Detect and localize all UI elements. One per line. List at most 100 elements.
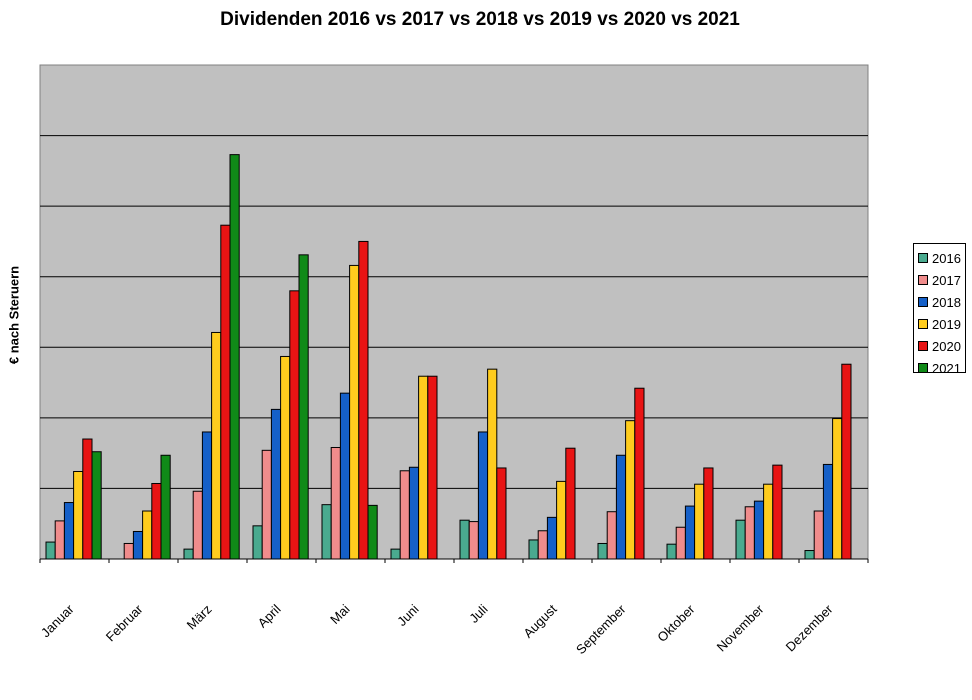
bar bbox=[477, 431, 489, 560]
x-tick-label: Mai bbox=[327, 601, 352, 626]
bar bbox=[321, 504, 332, 560]
legend-item: 2018 bbox=[918, 291, 965, 313]
legend-label: 2016 bbox=[932, 250, 961, 266]
x-tick-label: Februar bbox=[103, 601, 146, 644]
x-tick-label: Oktober bbox=[654, 601, 698, 645]
x-tick-labels: Januar Februar März April Mai Juni Juli August S… bbox=[38, 601, 836, 657]
bar bbox=[261, 449, 272, 560]
legend-label: 2019 bbox=[932, 316, 961, 332]
x-tick-label: April bbox=[255, 601, 284, 630]
bars bbox=[45, 154, 852, 560]
bar bbox=[229, 154, 240, 560]
bar bbox=[606, 511, 617, 560]
bar bbox=[418, 375, 429, 560]
bar bbox=[211, 331, 222, 560]
x-tick-label: Januar bbox=[38, 601, 77, 640]
bar bbox=[142, 510, 153, 560]
bar bbox=[201, 431, 213, 560]
x-tick-label: Juli bbox=[466, 601, 490, 625]
legend-item: 2020 bbox=[918, 335, 965, 357]
bar bbox=[151, 482, 162, 560]
bar bbox=[763, 483, 774, 560]
bar bbox=[565, 447, 576, 560]
bar bbox=[132, 530, 144, 560]
x-tick-label: September bbox=[573, 601, 629, 657]
bar bbox=[841, 363, 852, 560]
legend-item: 2021 bbox=[918, 357, 965, 379]
bar bbox=[298, 254, 309, 560]
legend-item: 2017 bbox=[918, 269, 965, 291]
bar bbox=[270, 408, 282, 560]
bar bbox=[220, 224, 231, 560]
x-tick-label: November bbox=[714, 601, 767, 654]
legend-label: 2017 bbox=[932, 272, 961, 288]
bar bbox=[390, 548, 401, 560]
bar bbox=[183, 548, 194, 560]
bar bbox=[684, 505, 696, 560]
bar bbox=[822, 463, 834, 560]
bar bbox=[744, 506, 755, 560]
bar bbox=[54, 520, 65, 560]
x-axis bbox=[39, 558, 869, 563]
legend: 2016 2017 2018 2019 2020 2021 bbox=[913, 243, 966, 376]
bar bbox=[625, 420, 636, 560]
legend-label: 2021 bbox=[932, 360, 961, 376]
legend-swatch bbox=[918, 275, 928, 285]
x-tick-label: Juni bbox=[394, 601, 422, 629]
bar bbox=[349, 264, 360, 560]
bar bbox=[537, 530, 548, 560]
x-tick-label: August bbox=[520, 601, 559, 640]
bar bbox=[330, 446, 341, 560]
chart-title: Dividenden 2016 vs 2017 vs 2018 vs 2019 … bbox=[220, 9, 740, 30]
bar bbox=[496, 467, 507, 560]
bar bbox=[666, 543, 677, 560]
bar bbox=[192, 490, 203, 560]
bar bbox=[408, 466, 420, 560]
bar bbox=[597, 542, 608, 560]
bar bbox=[339, 392, 351, 560]
gridlines bbox=[40, 135, 868, 489]
legend-swatch bbox=[918, 253, 928, 263]
bar bbox=[160, 454, 171, 560]
bar bbox=[427, 375, 438, 560]
bar bbox=[753, 500, 765, 560]
x-tick-label: März bbox=[184, 602, 215, 633]
bar bbox=[358, 240, 369, 560]
bar bbox=[91, 451, 102, 560]
bar bbox=[556, 480, 567, 560]
bar bbox=[399, 470, 410, 560]
legend-label: 2018 bbox=[932, 294, 961, 310]
bar bbox=[123, 542, 134, 560]
bar bbox=[289, 290, 300, 560]
legend-item: 2019 bbox=[918, 313, 965, 335]
bar bbox=[367, 504, 378, 560]
legend-swatch bbox=[918, 297, 928, 307]
bar bbox=[252, 525, 263, 560]
bar bbox=[487, 368, 498, 560]
bar bbox=[813, 510, 824, 560]
legend-swatch bbox=[918, 319, 928, 329]
legend-label: 2020 bbox=[932, 338, 961, 354]
bar bbox=[528, 539, 539, 560]
bar bbox=[468, 521, 479, 560]
bar bbox=[703, 467, 714, 560]
x-tick-label: Dezember bbox=[783, 601, 836, 654]
bar bbox=[772, 464, 783, 560]
bar bbox=[615, 454, 627, 560]
bar bbox=[82, 438, 93, 560]
legend-swatch bbox=[918, 341, 928, 351]
bar bbox=[735, 519, 746, 560]
legend-item: 2016 bbox=[918, 247, 965, 269]
bar bbox=[634, 387, 645, 560]
bar bbox=[45, 541, 56, 560]
bar bbox=[459, 519, 470, 560]
bar bbox=[804, 550, 815, 560]
bar bbox=[694, 483, 705, 560]
bar bbox=[675, 526, 686, 560]
legend-swatch bbox=[918, 363, 928, 373]
plot-area bbox=[39, 64, 869, 560]
bar bbox=[832, 418, 843, 560]
bar bbox=[546, 516, 558, 560]
bar bbox=[63, 502, 75, 560]
